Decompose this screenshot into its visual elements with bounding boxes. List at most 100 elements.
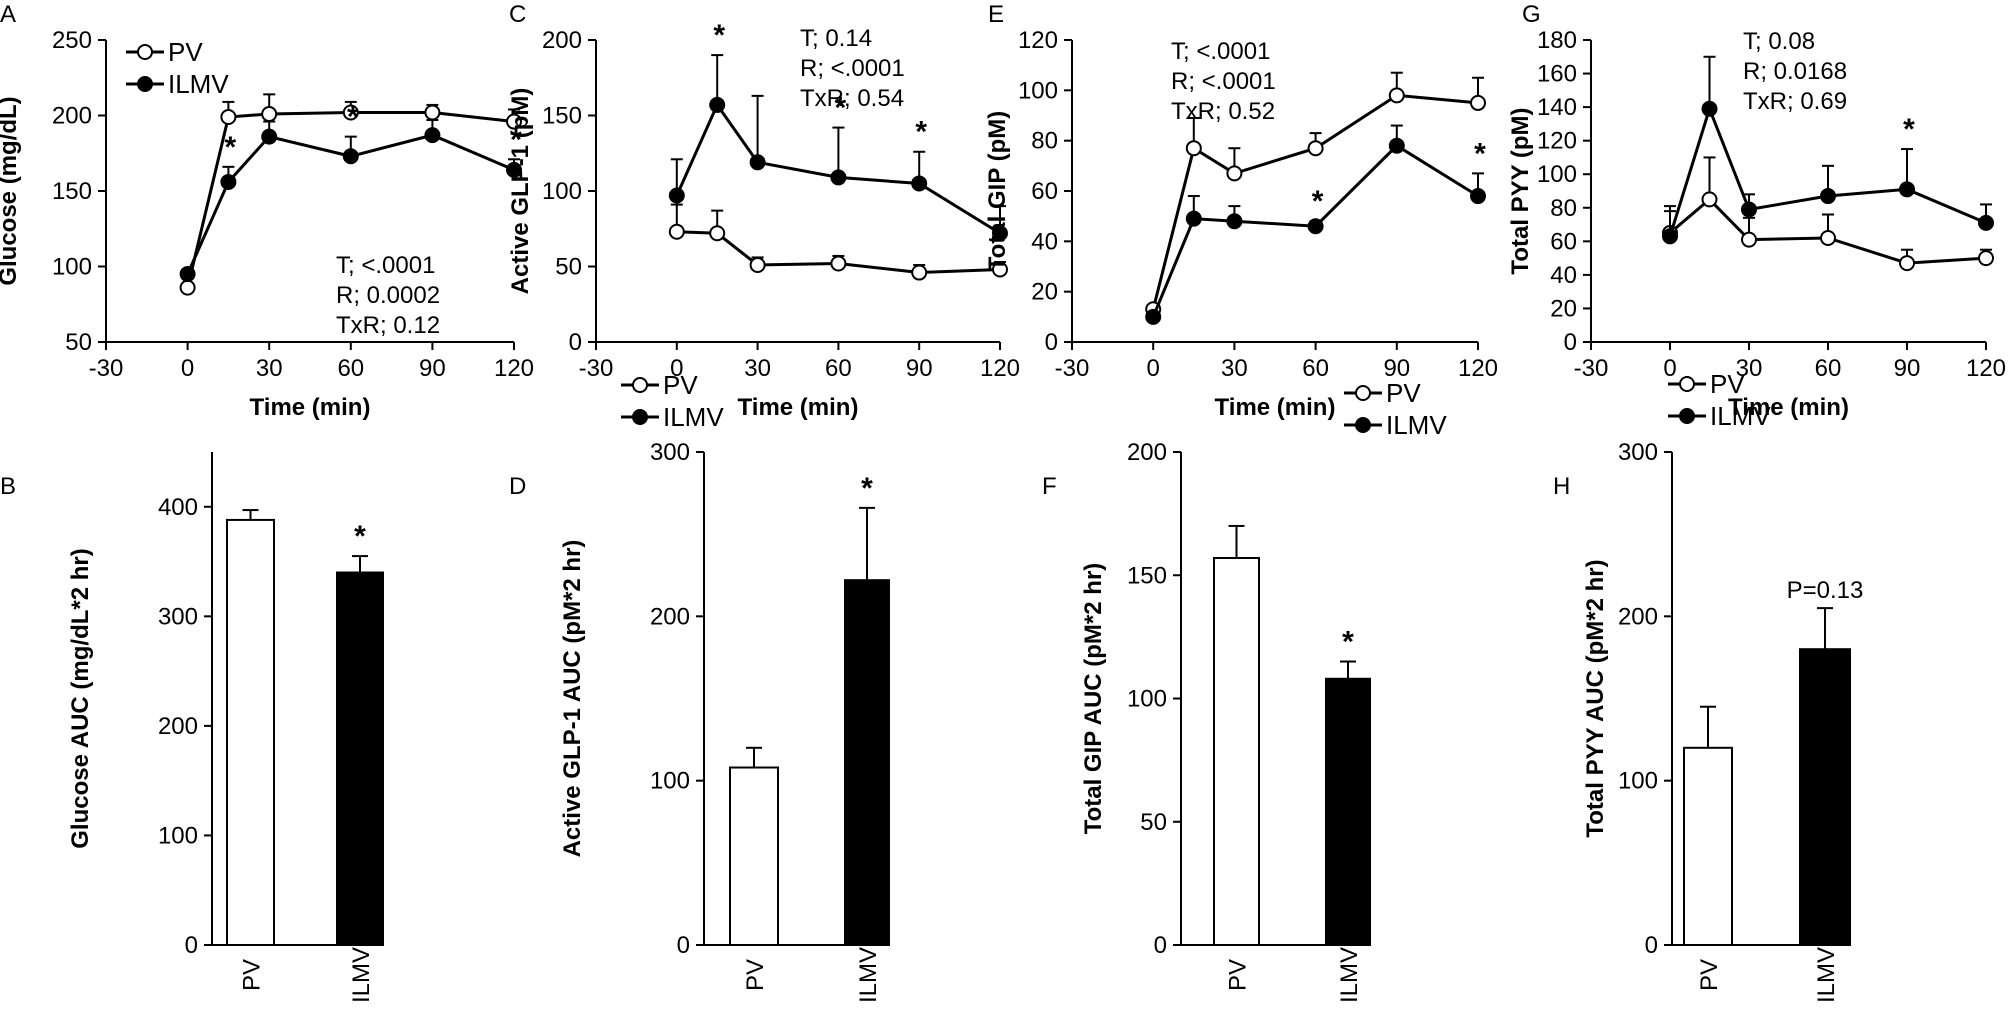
- x-tick-label: 90: [1894, 355, 1921, 382]
- y-tick-label: 0: [1564, 329, 1577, 356]
- data-point: [668, 187, 685, 204]
- y-tick-label: 100: [158, 822, 198, 849]
- data-point: [1899, 181, 1915, 198]
- series-line: [186, 133, 515, 275]
- data-point: [749, 154, 766, 171]
- significance-star: *: [347, 101, 359, 134]
- x-tick-label: ILMV: [855, 947, 882, 1003]
- data-point: [1470, 188, 1486, 205]
- x-tick-label: -30: [579, 355, 614, 382]
- y-tick-label: 100: [52, 254, 92, 281]
- panel-letter: A: [0, 1, 16, 28]
- y-tick-label: 80: [1031, 128, 1058, 155]
- bar-pv: [226, 518, 275, 946]
- panel-b: B 0 100 200 300 400 Glucose AUC (mg/dL*2 hr) PV…: [0, 452, 384, 1003]
- bar-pv: [1683, 746, 1733, 946]
- legend-label: ILMV: [1710, 401, 1771, 431]
- y-tick-label: 120: [1537, 128, 1577, 155]
- legend-marker: [137, 44, 153, 60]
- panel-letter: F: [1042, 473, 1057, 500]
- x-tick-label: 90: [906, 355, 933, 382]
- stats-text: TxR; 0.12: [336, 312, 440, 339]
- significance-star: *: [861, 472, 873, 505]
- legend-marker: [1355, 385, 1371, 401]
- data-point: [1741, 231, 1757, 248]
- data-point: [220, 173, 237, 190]
- y-tick-label: 300: [1618, 439, 1658, 466]
- panel-letter: G: [1522, 1, 1541, 28]
- data-point: [220, 109, 237, 126]
- panel-letter: E: [988, 1, 1004, 28]
- significance-star: *: [225, 131, 237, 164]
- data-point: [830, 255, 847, 272]
- data-point: [1307, 218, 1324, 235]
- y-axis-title: Glucose (mg/dL): [0, 96, 22, 285]
- stats-text: TxR; 0.54: [800, 85, 904, 112]
- data-point: [749, 256, 766, 273]
- y-tick-label: 100: [1537, 161, 1577, 188]
- y-tick-label: 40: [1550, 262, 1577, 289]
- data-point: [911, 264, 928, 281]
- panel-f: F 0 50 100 150 200 Total GIP AUC (pM*2 hr) PV IL…: [1042, 439, 1371, 1003]
- x-tick-label: 120: [1458, 355, 1498, 382]
- series-ilmv: [668, 54, 1008, 242]
- y-tick-label: 50: [1140, 809, 1167, 836]
- data-point: [1145, 308, 1162, 325]
- panel-h: H 0 100 200 300 Total PYY AUC (pM*2 hr) PV ILMV…: [1553, 439, 1863, 1003]
- data-point: [179, 266, 196, 283]
- y-axis-title: Total GIP AUC (pM*2 hr): [1080, 563, 1107, 835]
- y-tick-label: 100: [1018, 77, 1058, 104]
- significance-star: *: [1312, 185, 1324, 218]
- panel-letter: D: [509, 473, 526, 500]
- x-tick-label: PV: [742, 959, 769, 991]
- x-tick-label: 120: [1966, 355, 2006, 382]
- y-tick-label: 0: [1645, 932, 1658, 959]
- y-tick-label: 50: [555, 254, 582, 281]
- x-tick-label: 0: [181, 355, 194, 382]
- bar-ilmv: [1325, 677, 1371, 947]
- x-tick-label: 30: [744, 355, 771, 382]
- data-point: [1226, 213, 1243, 230]
- legend-marker: [1679, 376, 1695, 392]
- y-tick-label: 200: [1618, 603, 1658, 630]
- data-point: [992, 225, 1008, 242]
- y-tick-label: 100: [1127, 686, 1167, 713]
- x-tick-label: 120: [980, 355, 1020, 382]
- y-tick-label: 80: [1550, 195, 1577, 222]
- series-line: [1151, 143, 1479, 318]
- y-tick-label: 100: [650, 768, 690, 795]
- x-tick-label: 0: [670, 355, 683, 382]
- series-pv: [1662, 156, 1994, 272]
- series-ilmv: [1662, 55, 1994, 245]
- data-point: [506, 113, 522, 130]
- x-tick-label: 30: [256, 355, 283, 382]
- x-tick-label: PV: [1696, 959, 1723, 991]
- y-tick-label: 180: [1537, 27, 1577, 54]
- y-tick-label: 250: [52, 27, 92, 54]
- stats-text: T; <.0001: [1171, 38, 1270, 65]
- stats-text: R; 0.0168: [1743, 58, 1847, 85]
- y-axis-title: Total PYY AUC (pM*2 hr): [1582, 559, 1609, 837]
- y-tick-label: 60: [1031, 178, 1058, 205]
- significance-star: *: [354, 520, 366, 553]
- data-point: [1388, 137, 1405, 154]
- y-axis-title: Total PYY (pM): [1507, 107, 1534, 274]
- y-tick-label: 60: [1550, 228, 1577, 255]
- data-point: [1226, 165, 1243, 182]
- data-point: [1701, 191, 1718, 208]
- data-point: [342, 104, 359, 121]
- x-tick-label: 0: [1147, 355, 1160, 382]
- stats-text: R; <.0001: [800, 55, 905, 82]
- series-line: [675, 101, 1001, 235]
- x-tick-label: 30: [1221, 355, 1248, 382]
- data-point: [830, 169, 847, 186]
- panel-letter: B: [0, 473, 16, 500]
- x-tick-label: 120: [494, 355, 534, 382]
- data-point: [709, 225, 726, 242]
- panel-d: D 0 100 200 300 Active GLP-1 AUC (pM*2 hr) PV I…: [509, 439, 890, 1003]
- legend-marker: [632, 409, 648, 425]
- legend-marker: [1355, 417, 1371, 433]
